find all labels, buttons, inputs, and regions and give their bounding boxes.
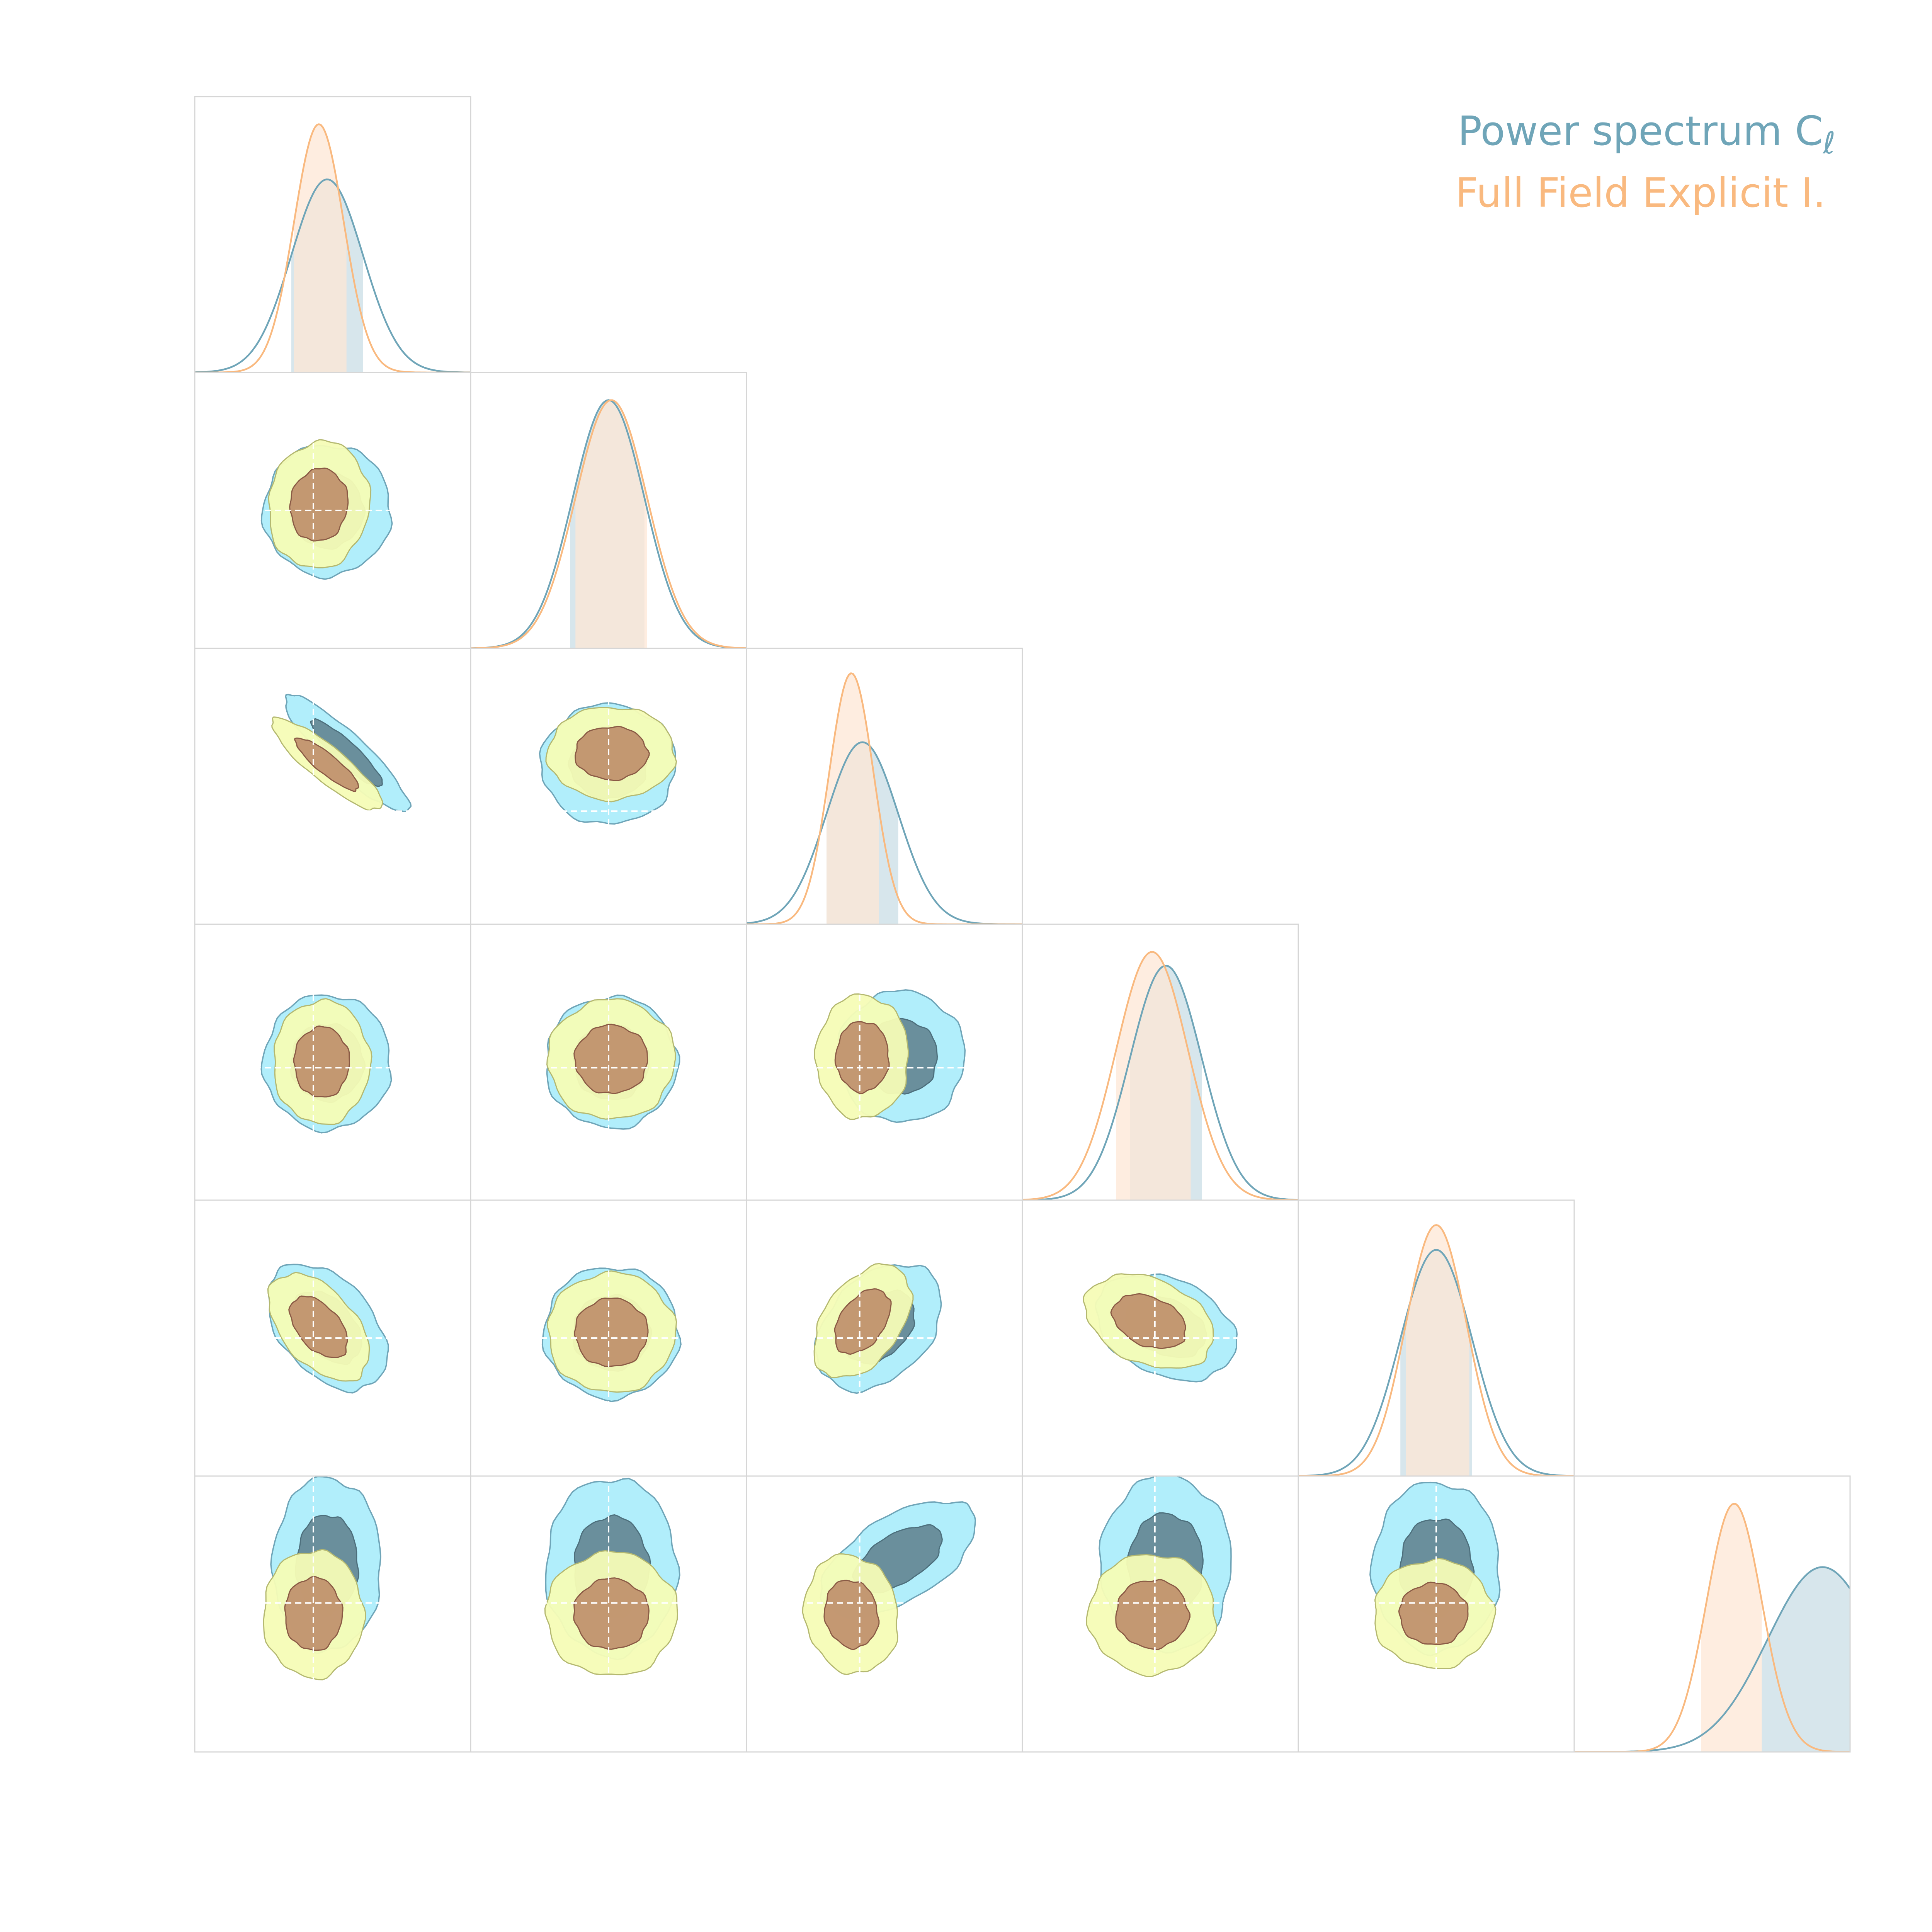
pair-panel-6-5: [1369, 1481, 1501, 1670]
marginal-band-ffi: [294, 124, 347, 372]
legend-entry-power-spectrum: Power spectrum Cℓ: [1458, 107, 1835, 161]
pair-panel-6-2: [544, 1478, 680, 1675]
panel-frame: [1298, 1475, 1575, 1753]
diagonal-panel-2: [471, 399, 747, 648]
diagonal-panel-1: [195, 123, 471, 372]
pair-panel-5-2: [541, 1267, 682, 1402]
pair-panel-4-3: [813, 989, 966, 1123]
legend: Power spectrum Cℓ Full Field Explicit I.: [1455, 107, 1835, 216]
contour-inner-ffi: [1115, 1579, 1191, 1650]
contour-inner-ffi: [575, 726, 650, 781]
contour-inner-ffi: [1110, 1293, 1186, 1349]
pair-panel-4-1: [260, 994, 392, 1134]
diagonal-panel-3: [747, 672, 1022, 924]
marginal-curve-ps: [195, 178, 471, 372]
marginal-band-ffi: [575, 400, 647, 648]
marginal-band-ffi: [1701, 1503, 1762, 1752]
marginal-curve-ps: [1022, 964, 1298, 1200]
legend-subscript-ell: ℓ: [1822, 126, 1835, 161]
pair-panel-6-4: [1086, 1476, 1232, 1677]
panel-grid: [194, 96, 1851, 1753]
contour-inner-ffi: [573, 1577, 650, 1650]
contour-inner-ffi: [289, 468, 349, 542]
marginal-band-ps: [1762, 1567, 1850, 1752]
pair-panel-5-1: [267, 1264, 389, 1394]
contour-inner-ffi: [834, 1021, 890, 1094]
legend-entry-full-field: Full Field Explicit I.: [1455, 169, 1826, 216]
pair-panel-5-3: [813, 1263, 942, 1394]
marginal-curve-ffi: [471, 399, 747, 648]
contour-inner-ffi: [1398, 1582, 1469, 1645]
diagonal-panel-5: [1298, 1224, 1574, 1476]
marginal-band-ffi: [827, 673, 879, 924]
pair-panel-2-1: [260, 439, 393, 580]
marginal-curve-ffi: [1022, 951, 1298, 1200]
marginal-curve-ps: [1298, 1249, 1574, 1476]
diagonal-panel-6: [1574, 1503, 1850, 1752]
contour-inner-ffi: [284, 1576, 344, 1651]
pair-panel-3-1: [271, 694, 412, 812]
contour-inner-ffi: [823, 1580, 880, 1650]
pair-panel-6-3: [802, 1501, 976, 1675]
contour-inner-ffi: [574, 1297, 649, 1367]
marginal-curve-ps: [747, 741, 1022, 924]
marginal-band-ffi: [1406, 1225, 1469, 1476]
contour-inner-ffi: [288, 1295, 348, 1359]
contour-inner-ffi: [294, 737, 359, 792]
marginal-curve-ffi: [1298, 1224, 1574, 1476]
pair-panel-3-2: [539, 702, 677, 825]
contour-inner-ffi: [293, 1025, 350, 1098]
marginal-band-ffi: [1116, 952, 1191, 1200]
diagonal-panel-4: [1022, 951, 1298, 1200]
legend-label-power-spectrum: Power spectrum C: [1458, 107, 1823, 155]
pair-panel-6-1: [263, 1476, 381, 1680]
contour-inner-ffi: [573, 1024, 648, 1094]
pair-panel-4-2: [546, 994, 680, 1130]
pair-panel-5-4: [1082, 1273, 1238, 1383]
marginal-curve-ffi: [747, 672, 1022, 924]
